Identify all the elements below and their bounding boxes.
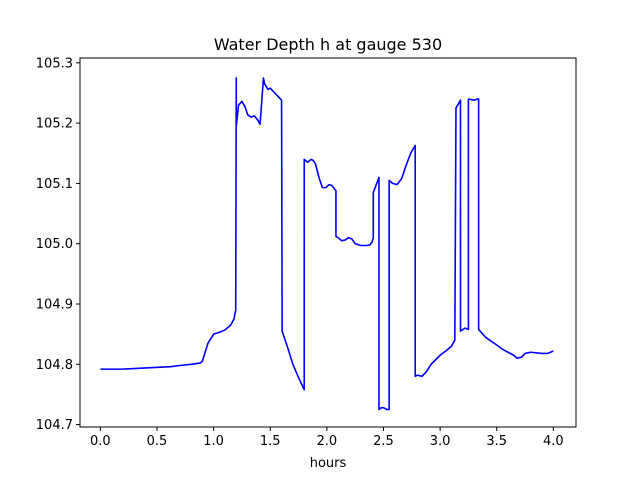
x-tick-label: 4.0: [543, 434, 564, 449]
x-axis-label: hours: [310, 456, 347, 471]
x-tick-label: 1.0: [203, 434, 224, 449]
y-tick-label: 105.1: [36, 177, 73, 192]
chart-title: Water Depth h at gauge 530: [214, 35, 442, 54]
x-tick-label: 0.0: [90, 434, 111, 449]
x-tick-label: 3.0: [430, 434, 451, 449]
x-tick-label: 1.5: [260, 434, 281, 449]
y-tick-label: 104.9: [36, 298, 73, 313]
y-tick-label: 105.0: [36, 237, 73, 252]
y-tick-label: 104.8: [36, 358, 73, 373]
y-tick-label: 104.7: [36, 418, 73, 433]
x-tick-label: 3.5: [486, 434, 507, 449]
x-tick-label: 0.5: [147, 434, 168, 449]
x-tick-label: 2.0: [317, 434, 338, 449]
x-tick-label: 2.5: [373, 434, 394, 449]
y-tick-label: 105.2: [36, 117, 73, 132]
y-tick-label: 105.3: [36, 56, 73, 71]
